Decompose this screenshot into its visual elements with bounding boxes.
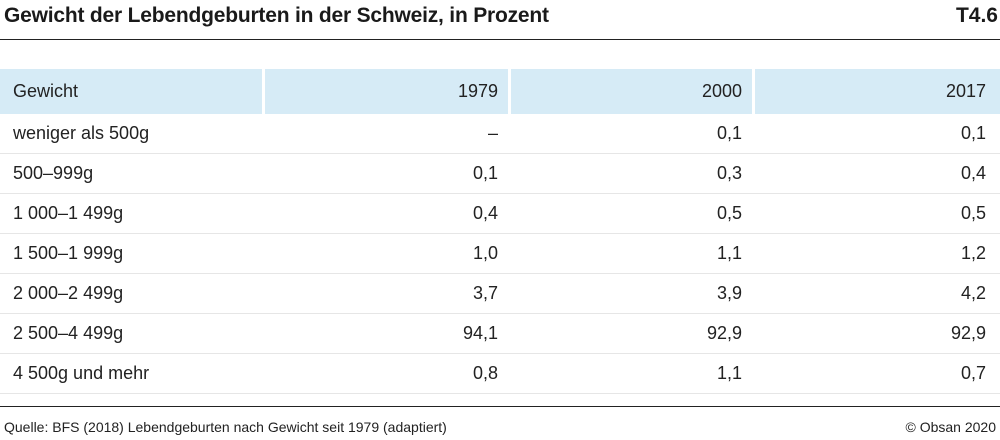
copyright-note: © Obsan 2020	[905, 419, 997, 435]
table-row: 1 000–1 499g 0,4 0,5 0,5	[0, 194, 1000, 234]
table-header-row: Gewicht 1979 2000 2017	[0, 69, 1000, 114]
weight-cell: 2 000–2 499g	[13, 283, 124, 303]
column-header-2017: 2017	[755, 69, 1000, 114]
value-cell-2017: 92,9	[950, 323, 986, 343]
value-cell-2000: 92,9	[706, 323, 742, 343]
column-header-weight: Gewicht	[0, 69, 262, 114]
value-cell-2000: 0,1	[716, 123, 742, 143]
column-header-2000: 2000	[511, 69, 752, 114]
value-cell-2017: 4,2	[960, 283, 986, 303]
value-cell-1979: 0,8	[472, 363, 498, 383]
value-cell-2000: 1,1	[716, 363, 742, 383]
title-bar: Gewicht der Lebendgeburten in der Schwei…	[0, 0, 1000, 40]
column-header-1979: 1979	[265, 69, 508, 114]
weight-cell: 1 000–1 499g	[13, 203, 124, 223]
value-cell-1979: 0,4	[472, 203, 498, 223]
table-row: 500–999g 0,1 0,3 0,4	[0, 154, 1000, 194]
weight-cell: 4 500g und mehr	[13, 363, 150, 383]
footer-divider	[0, 406, 1000, 407]
value-cell-1979: 3,7	[472, 283, 498, 303]
weight-cell: 500–999g	[13, 163, 94, 183]
value-cell-1979: 1,0	[472, 243, 498, 263]
table-number: T4.6	[955, 4, 998, 27]
source-note: Quelle: BFS (2018) Lebendgeburten nach G…	[4, 419, 447, 435]
table-row: 4 500g und mehr 0,8 1,1 0,7	[0, 354, 1000, 394]
value-cell-2017: 0,1	[960, 123, 986, 143]
weight-cell: weniger als 500g	[13, 123, 150, 143]
weight-cell: 2 500–4 499g	[13, 323, 124, 343]
value-cell-2017: 0,5	[960, 203, 986, 223]
table-row: 2 000–2 499g 3,7 3,9 4,2	[0, 274, 1000, 314]
value-cell-2000: 3,9	[716, 283, 742, 303]
value-cell-2000: 1,1	[716, 243, 742, 263]
table-row: 1 500–1 999g 1,0 1,1 1,2	[0, 234, 1000, 274]
value-cell-2017: 0,4	[960, 163, 986, 183]
value-cell-2000: 0,5	[716, 203, 742, 223]
value-cell-2000: 0,3	[716, 163, 742, 183]
table-row: 2 500–4 499g 94,1 92,9 92,9	[0, 314, 1000, 354]
value-cell-1979: 0,1	[472, 163, 498, 183]
value-cell-2017: 1,2	[960, 243, 986, 263]
weight-cell: 1 500–1 999g	[13, 243, 124, 263]
value-cell-1979: –	[487, 123, 498, 143]
table-row: weniger als 500g – 0,1 0,1	[0, 114, 1000, 154]
value-cell-1979: 94,1	[462, 323, 498, 343]
page-title: Gewicht der Lebendgeburten in der Schwei…	[4, 4, 549, 27]
value-cell-2017: 0,7	[960, 363, 986, 383]
data-table: Gewicht 1979 2000 2017 weniger als 500g …	[0, 69, 1000, 394]
